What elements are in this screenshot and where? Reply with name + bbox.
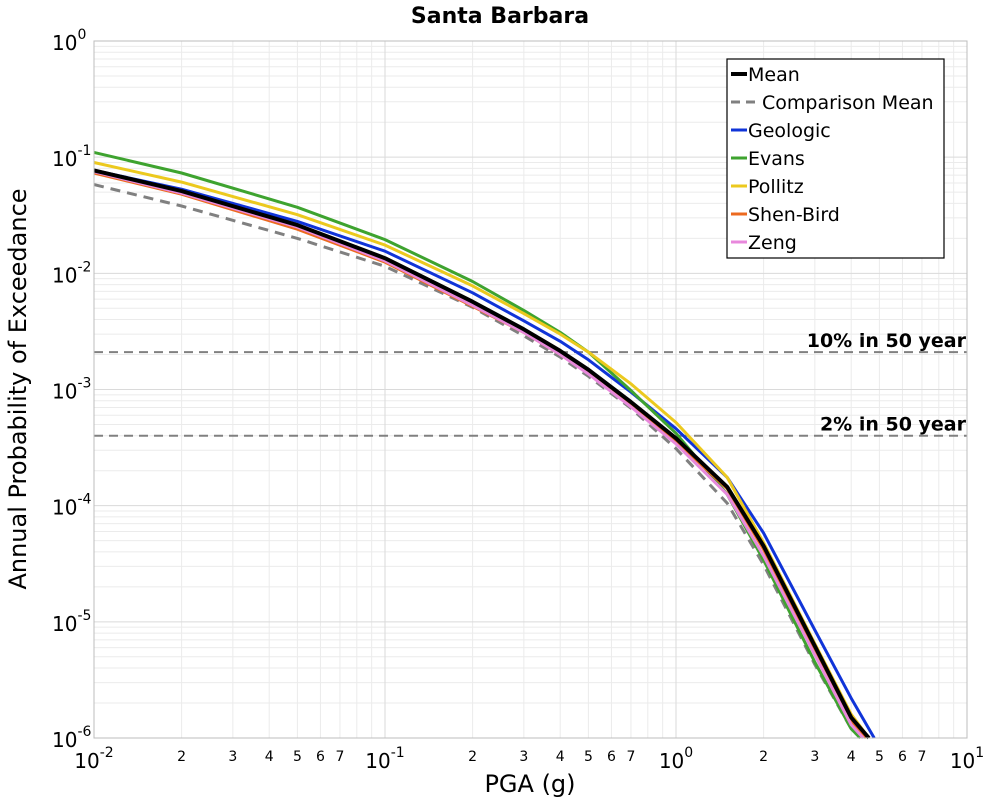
reference-line-label: 2% in 50 year (820, 414, 967, 436)
x-minor-tick-label: 2 (468, 749, 477, 765)
x-minor-tick-label: 6 (898, 749, 907, 765)
x-minor-tick-label: 5 (584, 749, 593, 765)
y-tick-label: 10-6 (52, 724, 92, 752)
x-minor-tick-label: 5 (293, 749, 302, 765)
x-minor-tick-label: 3 (228, 749, 237, 765)
y-tick-label: 10-1 (52, 143, 91, 171)
x-tick-label: 100 (659, 745, 693, 773)
legend-box (726, 58, 945, 259)
legend-label: Geologic (748, 120, 831, 142)
legend: Mean Comparison Mean Geologic Evans Pollitz S… (726, 58, 945, 259)
series-lines (93, 150, 876, 740)
series-line-comparison-mean (93, 183, 862, 740)
series-line-zeng (93, 170, 865, 740)
x-minor-tick-label: 3 (519, 749, 528, 765)
y-tick-label: 10-3 (52, 376, 91, 404)
y-axis-ticks: 100 10-1 10-2 10-3 10-4 10-5 10-6 (52, 27, 92, 752)
x-minor-tick-label: 7 (917, 749, 926, 765)
x-minor-tick-label: 7 (626, 749, 635, 765)
x-minor-tick-label: 3 (810, 749, 819, 765)
x-tick-label: 101 (950, 745, 984, 773)
x-minor-tick-label: 5 (875, 749, 884, 765)
legend-label: Mean (748, 64, 800, 86)
plot-frame (93, 40, 968, 739)
y-tick-label: 10-4 (52, 492, 92, 520)
x-tick-label: 10-2 (74, 745, 113, 773)
legend-label: Shen-Bird (748, 204, 840, 226)
x-minor-tick-label: 4 (847, 749, 856, 765)
x-minor-tick-label: 2 (177, 749, 186, 765)
x-minor-tick-label: 7 (335, 749, 344, 765)
x-minor-tick-label: 4 (556, 749, 565, 765)
x-minor-tick-label: 2 (759, 749, 768, 765)
legend-label: Pollitz (748, 176, 804, 198)
y-tick-label: 10-2 (52, 259, 91, 287)
series-line-mean (93, 168, 871, 740)
chart-title: Santa Barbara (411, 4, 589, 29)
legend-label: Zeng (748, 232, 797, 254)
reference-lines: 10% in 50 year 2% in 50 year (94, 330, 967, 437)
x-minor-tick-label: 6 (607, 749, 616, 765)
legend-label: Evans (748, 148, 805, 170)
reference-line-label: 10% in 50 year (807, 330, 967, 352)
y-tick-label: 10-5 (52, 608, 91, 636)
x-minor-tick-label: 4 (265, 749, 274, 765)
x-minor-tick-label: 6 (316, 749, 325, 765)
y-axis-label: Annual Probability of Exceedance (4, 188, 32, 589)
x-axis-label: PGA (g) (484, 770, 575, 798)
legend-label: Comparison Mean (762, 92, 934, 114)
y-tick-label: 100 (52, 27, 86, 55)
series-line-geologic (93, 168, 876, 739)
x-tick-label: 10-1 (365, 745, 404, 773)
